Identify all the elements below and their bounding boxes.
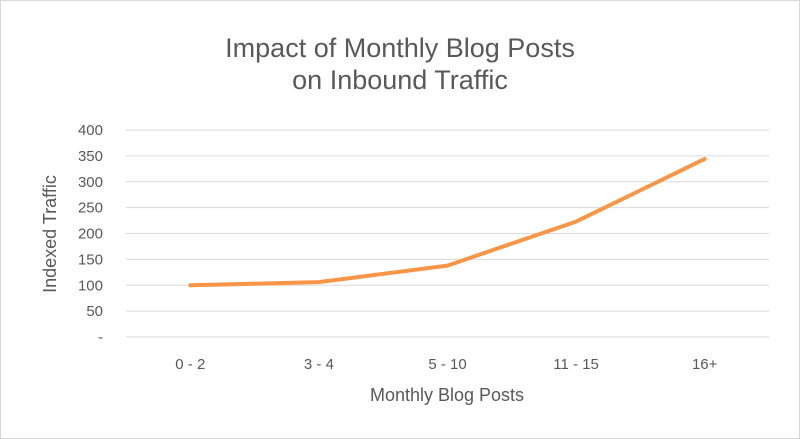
chart-title-line-2: on Inbound Traffic bbox=[292, 65, 508, 95]
series-group bbox=[188, 156, 707, 288]
y-tick-label: 200 bbox=[78, 226, 103, 243]
y-axis-title: Indexed Traffic bbox=[40, 175, 60, 293]
x-tick-label: 5 - 10 bbox=[428, 356, 466, 373]
x-tick-label: 16+ bbox=[692, 356, 718, 373]
x-tick-label: 11 - 15 bbox=[553, 356, 599, 373]
y-tick-label: - bbox=[98, 329, 103, 346]
y-tick-label: 50 bbox=[86, 303, 103, 320]
chart-title-line-1: Impact of Monthly Blog Posts bbox=[225, 33, 575, 63]
x-tick-label: 3 - 4 bbox=[304, 356, 334, 373]
y-tick-label: 250 bbox=[78, 200, 103, 217]
y-axis-ticks: - 50 100 150 200 250 300 350 400 bbox=[78, 122, 103, 346]
y-tick-label: 300 bbox=[78, 174, 103, 191]
y-tick-label: 400 bbox=[78, 122, 103, 139]
chart-title: Impact of Monthly Blog Posts on Inbound … bbox=[225, 33, 575, 95]
gridlines bbox=[126, 129, 769, 338]
y-tick-label: 100 bbox=[78, 277, 103, 294]
x-axis-ticks: 0 - 2 3 - 4 5 - 10 11 - 15 16+ bbox=[175, 356, 717, 373]
x-tick-label: 0 - 2 bbox=[175, 356, 205, 373]
y-tick-label: 150 bbox=[78, 251, 103, 268]
y-tick-label: 350 bbox=[78, 148, 103, 165]
series-line bbox=[188, 156, 707, 288]
x-axis-title: Monthly Blog Posts bbox=[370, 385, 524, 405]
